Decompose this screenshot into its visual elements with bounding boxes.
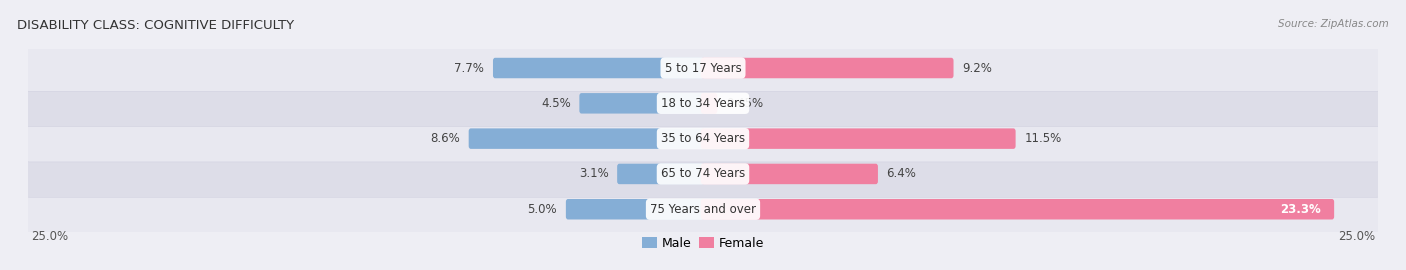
FancyBboxPatch shape bbox=[700, 58, 953, 78]
Text: 5.0%: 5.0% bbox=[527, 203, 557, 216]
Legend: Male, Female: Male, Female bbox=[641, 237, 765, 250]
FancyBboxPatch shape bbox=[494, 58, 706, 78]
FancyBboxPatch shape bbox=[700, 93, 717, 114]
Text: Source: ZipAtlas.com: Source: ZipAtlas.com bbox=[1278, 19, 1389, 29]
Text: 25.0%: 25.0% bbox=[1339, 230, 1375, 243]
Text: 9.2%: 9.2% bbox=[962, 62, 993, 75]
FancyBboxPatch shape bbox=[22, 45, 1384, 91]
Text: DISABILITY CLASS: COGNITIVE DIFFICULTY: DISABILITY CLASS: COGNITIVE DIFFICULTY bbox=[17, 19, 294, 32]
FancyBboxPatch shape bbox=[579, 93, 706, 114]
FancyBboxPatch shape bbox=[22, 80, 1384, 127]
Text: 65 to 74 Years: 65 to 74 Years bbox=[661, 167, 745, 180]
FancyBboxPatch shape bbox=[565, 199, 706, 220]
Text: 75 Years and over: 75 Years and over bbox=[650, 203, 756, 216]
Text: 11.5%: 11.5% bbox=[1024, 132, 1062, 145]
Text: 35 to 64 Years: 35 to 64 Years bbox=[661, 132, 745, 145]
FancyBboxPatch shape bbox=[22, 151, 1384, 197]
FancyBboxPatch shape bbox=[700, 199, 1334, 220]
FancyBboxPatch shape bbox=[700, 164, 877, 184]
Text: 5 to 17 Years: 5 to 17 Years bbox=[665, 62, 741, 75]
FancyBboxPatch shape bbox=[700, 129, 1015, 149]
Text: 7.7%: 7.7% bbox=[454, 62, 484, 75]
FancyBboxPatch shape bbox=[468, 129, 706, 149]
Text: 8.6%: 8.6% bbox=[430, 132, 460, 145]
Text: 18 to 34 Years: 18 to 34 Years bbox=[661, 97, 745, 110]
Text: 0.45%: 0.45% bbox=[725, 97, 763, 110]
FancyBboxPatch shape bbox=[22, 115, 1384, 162]
Text: 3.1%: 3.1% bbox=[579, 167, 609, 180]
FancyBboxPatch shape bbox=[22, 186, 1384, 232]
Text: 23.3%: 23.3% bbox=[1281, 203, 1322, 216]
FancyBboxPatch shape bbox=[617, 164, 706, 184]
Text: 6.4%: 6.4% bbox=[887, 167, 917, 180]
Text: 4.5%: 4.5% bbox=[541, 97, 571, 110]
Text: 25.0%: 25.0% bbox=[31, 230, 67, 243]
